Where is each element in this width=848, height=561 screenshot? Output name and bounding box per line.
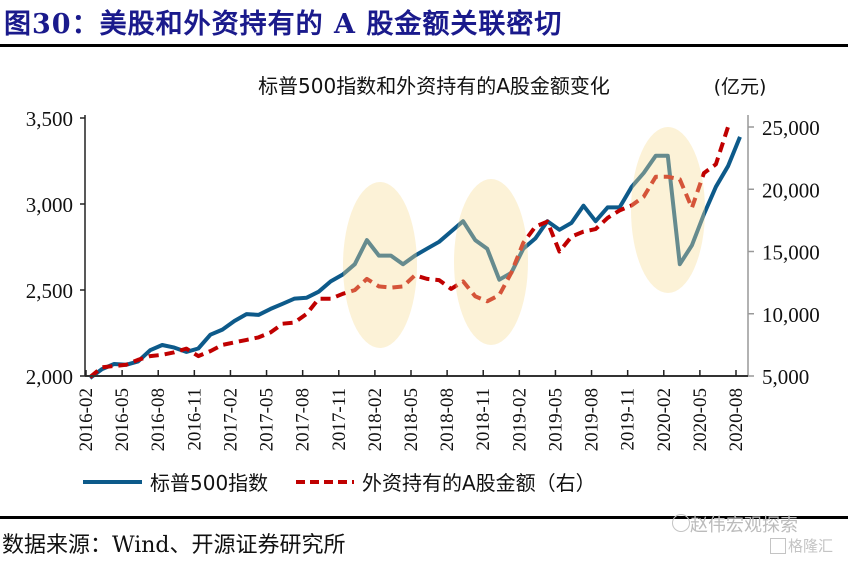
x-tick-label: 2016-02: [76, 388, 97, 451]
x-tick-label: 2019-02: [509, 388, 530, 451]
right-ticks: 25,000 20,000 15,000 10,000 5,000: [748, 116, 820, 389]
right-tick-label: 10,000: [762, 303, 820, 327]
data-source: 数据来源：Wind、开源证券研究所: [2, 533, 346, 558]
left-tick-label: 3,500: [26, 107, 73, 131]
x-tick-label: 2019-08: [582, 388, 603, 451]
highlight-ellipses: [343, 127, 705, 348]
x-tick-label: 2017-11: [329, 388, 350, 451]
right-tick-label: 15,000: [762, 241, 820, 265]
right-tick-label: 20,000: [762, 178, 820, 202]
x-tick-label: 2018-02: [365, 388, 386, 451]
x-tick-label: 2019-11: [618, 388, 639, 451]
x-tick-label: 2017-08: [293, 388, 314, 451]
highlight-ellipse: [343, 182, 417, 348]
x-tick-label: 2016-11: [184, 388, 205, 451]
x-tick-label: 2018-11: [473, 388, 494, 451]
chart: 标普500指数和外资持有的A股金额变化 (亿元) 3,500 3,000 2,500…: [26, 74, 820, 495]
highlight-ellipse: [631, 127, 705, 293]
gelonghui-logo-icon: [770, 538, 786, 554]
x-tick-label: 2017-02: [220, 388, 241, 451]
sp500-line: [88, 136, 742, 380]
x-tick-label: 2020-08: [726, 388, 747, 451]
unit-label: (亿元): [714, 76, 767, 98]
foreign-holdings-line: [88, 126, 730, 379]
watermark-secondary: 格隆汇: [788, 537, 834, 555]
right-tick-label: 5,000: [762, 365, 809, 389]
figure-title: 图30：美股和外资持有的 A 股金额关联密切: [4, 9, 563, 40]
x-tick-label: 2016-05: [112, 388, 133, 451]
x-tick-label: 2017-05: [257, 388, 278, 451]
x-tick-label: 2019-05: [545, 388, 566, 451]
series-lines: [88, 126, 742, 380]
wechat-icon: [672, 514, 690, 532]
legend-label-sp500: 标普500指数: [150, 471, 268, 495]
x-tick-label: 2020-05: [690, 388, 711, 451]
chart-title: 标普500指数和外资持有的A股金额变化: [258, 74, 610, 98]
source-rule: [0, 516, 848, 519]
left-tick-label: 2,500: [26, 279, 73, 303]
left-tick-label: 3,000: [26, 193, 73, 217]
x-tick-label: 2018-08: [437, 388, 458, 451]
highlight-ellipse: [454, 179, 528, 345]
title-rule: [0, 44, 848, 47]
right-tick-label: 25,000: [762, 116, 820, 140]
watermark: 赵伟宏观探索: [690, 515, 798, 536]
left-tick-label: 2,000: [26, 365, 73, 389]
x-tick-label: 2020-02: [654, 388, 675, 451]
legend-label-foreign: 外资持有的A股金额（右）: [362, 471, 596, 495]
left-ticks: 3,500 3,000 2,500 2,000: [26, 107, 85, 389]
legend: 标普500指数 外资持有的A股金额（右）: [83, 471, 596, 495]
x-tick-label: 2018-05: [401, 388, 422, 451]
x-ticks: 2016-02 2016-05 2016-08 2016-11 2017-02 2017-…: [76, 370, 747, 451]
x-tick-label: 2016-08: [148, 388, 169, 451]
